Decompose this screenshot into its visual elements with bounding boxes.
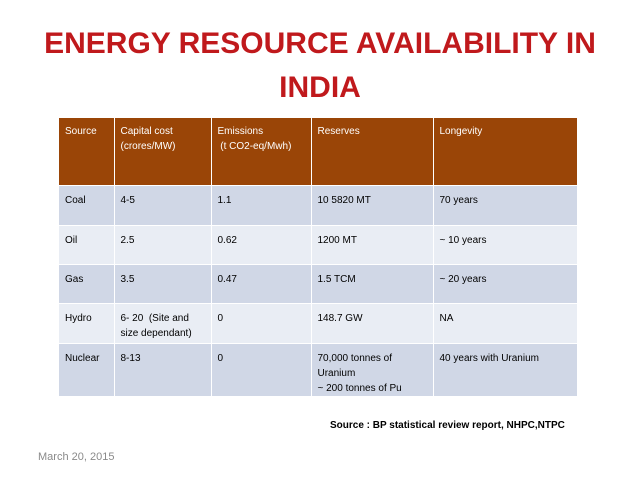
cell-capital-cost: 8-13 xyxy=(114,343,212,396)
cell-emissions: 0.47 xyxy=(211,264,312,304)
cell-emissions: 1.1 xyxy=(211,185,312,226)
cell-source: Oil xyxy=(59,225,115,265)
energy-resource-table: Source Capital cost (crores/MW) Emissions… xyxy=(59,118,577,396)
slide-title: ENERGY RESOURCE AVAILABILITY IN INDIA xyxy=(44,27,596,104)
table-row: Coal 4-5 1.1 10 5820 MT 70 years xyxy=(59,185,577,226)
cell-source: Hydro xyxy=(59,303,115,344)
cell-capital-cost: 6- 20 (Site and size dependant) xyxy=(114,303,212,344)
cell-source: Gas xyxy=(59,264,115,304)
table-row: Oil 2.5 0.62 1200 MT ~ 10 years xyxy=(59,225,577,265)
header-emissions: Emissions (t CO2-eq/Mwh) xyxy=(211,118,312,186)
cell-reserves: 148.7 GW xyxy=(311,303,434,344)
table-row: Hydro 6- 20 (Site and size dependant) 0 1… xyxy=(59,303,577,344)
cell-longevity: 70 years xyxy=(433,185,577,226)
cell-capital-cost: 4-5 xyxy=(114,185,212,226)
header-capital-cost: Capital cost (crores/MW) xyxy=(114,118,212,186)
cell-emissions: 0 xyxy=(211,303,312,344)
source-citation: Source : BP statistical review report, N… xyxy=(330,420,565,431)
cell-longevity: ~ 20 years xyxy=(433,264,577,304)
header-source: Source xyxy=(59,118,115,186)
cell-longevity: ~ 10 years xyxy=(433,225,577,265)
cell-source: Nuclear xyxy=(59,343,115,396)
cell-capital-cost: 2.5 xyxy=(114,225,212,265)
cell-reserves: 70,000 tonnes of Uranium ~ 200 tonnes of P… xyxy=(311,343,434,396)
cell-reserves: 1.5 TCM xyxy=(311,264,434,304)
slide-date: March 20, 2015 xyxy=(38,451,115,463)
table-row: Nuclear 8-13 0 70,000 tonnes of Uranium ~ … xyxy=(59,343,577,396)
cell-emissions: 0.62 xyxy=(211,225,312,265)
cell-longevity: 40 years with Uranium xyxy=(433,343,577,396)
cell-emissions: 0 xyxy=(211,343,312,396)
cell-source: Coal xyxy=(59,185,115,226)
cell-capital-cost: 3.5 xyxy=(114,264,212,304)
cell-longevity: NA xyxy=(433,303,577,344)
header-longevity: Longevity xyxy=(433,118,577,186)
cell-reserves: 10 5820 MT xyxy=(311,185,434,226)
cell-reserves: 1200 MT xyxy=(311,225,434,265)
header-reserves: Reserves xyxy=(311,118,434,186)
table-header-row: Source Capital cost (crores/MW) Emissions… xyxy=(59,118,577,186)
table-row: Gas 3.5 0.47 1.5 TCM ~ 20 years xyxy=(59,264,577,304)
